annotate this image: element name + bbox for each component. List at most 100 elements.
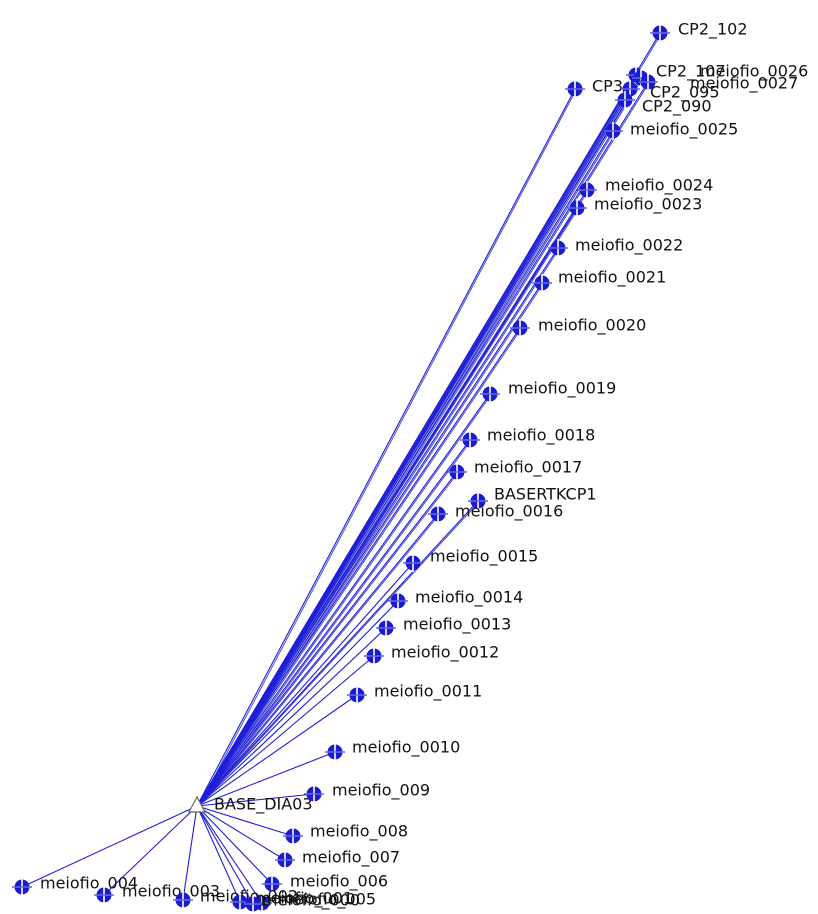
point-label-meiofio_006: meiofio_006 [290,872,388,892]
survey-point-meiofio_0025[interactable]: meiofio_0025 [603,120,738,141]
point-label-meiofio_000: meiofio_000 [262,891,360,911]
survey-point-meiofio_0027[interactable]: meiofio_0027 [638,73,798,94]
point-label-meiofio_0023: meiofio_0023 [594,195,702,215]
point-label-meiofio_0016: meiofio_0016 [455,502,563,522]
baseline-meiofio_008 [196,805,294,837]
survey-point-meiofio_0020[interactable]: meiofio_0020 [510,316,646,338]
point-label-meiofio_0024: meiofio_0024 [605,176,713,196]
point-label-meiofio_005: meiofio_005 [278,890,376,910]
survey-point-meiofio_007[interactable]: meiofio_007 [275,848,400,870]
survey-point-meiofio_0010[interactable]: meiofio_0010 [325,738,460,762]
baseline-meiofio_0023 [196,207,578,807]
point-label-meiofio_0017: meiofio_0017 [474,458,582,478]
point-label-cp2_107: CP2_107 [656,62,726,82]
survey-point-meiofio_006[interactable]: meiofio_006 [262,872,388,894]
baseline-meiofio_002 [182,805,198,901]
survey-point-meiofio_0021[interactable]: meiofio_0021 [532,268,666,293]
point-label-meiofio_0020: meiofio_0020 [538,316,646,336]
baseline-meiofio_0020-repeat [199,328,522,805]
baseline-meiofio_0020 [196,327,521,807]
baseline-meiofio_0017-repeat [199,472,459,805]
baseline-meiofio_0017 [196,471,458,807]
survey-point-meiofio_0014[interactable]: meiofio_0014 [388,588,523,611]
baseline-cp3 [196,88,576,807]
point-label-meiofio_0011: meiofio_0011 [374,682,482,702]
baseline-meiofio_0025 [196,130,614,807]
point-label-meiofio_0010: meiofio_0010 [352,738,460,758]
survey-point-meiofio_0024[interactable]: meiofio_0024 [577,176,713,200]
baseline-meiofio_005 [196,805,263,904]
baseline-lines [21,32,662,905]
point-label-meiofio_003: meiofio_003 [122,882,220,902]
baseline-meiofio_006 [196,805,273,885]
baseline-meiofio_0019-repeat [199,394,492,805]
baseline-meiofio_0012 [196,655,375,807]
baseline-meiofio_0018 [196,439,471,807]
survey-point-meiofio_009[interactable]: meiofio_009 [304,781,430,804]
survey-point-meiofio_008[interactable]: meiofio_008 [283,822,408,846]
baseline-meiofio_001 [196,805,241,903]
point-label-meiofio_008: meiofio_008 [310,822,408,842]
survey-point-meiofio_0013[interactable]: meiofio_0013 [376,615,511,638]
baseline-meiofio_0011 [196,694,358,807]
base-station-label: BASE_DIA03 [214,795,313,815]
baseline-cp3-repeat [199,89,577,805]
baseline-meiofio_0014 [196,600,399,807]
point-label-cp3: CP3 [592,77,623,96]
survey-point-basertkcp1[interactable]: BASERTKCP1 [468,485,597,511]
survey-point-meiofio_002[interactable]: meiofio_002 [173,887,298,910]
point-label-meiofio_002: meiofio_002 [200,887,298,907]
point-label-cp2_095: CP2_095 [650,83,720,103]
point-label-meiofio_0027: meiofio_0027 [690,74,798,94]
survey-point-meiofio_003[interactable]: meiofio_003 [94,882,220,905]
survey-point-meiofio_004[interactable]: meiofio_004 [12,874,138,897]
survey-point-meiofio_0012[interactable]: meiofio_0012 [364,643,499,666]
point-label-meiofio_0026: meiofio_0026 [700,62,808,82]
baseline-meiofio_0021 [196,282,543,807]
point-label-meiofio_0022: meiofio_0022 [575,236,683,256]
baseline-basertkcp1 [196,500,479,807]
point-label-meiofio_0021: meiofio_0021 [558,268,666,288]
point-label-meiofio_009: meiofio_009 [332,781,430,801]
point-label-meiofio_0019: meiofio_0019 [508,379,616,399]
baseline-cp2_090 [196,99,626,807]
survey-point-meiofio_0019[interactable]: meiofio_0019 [480,379,616,404]
point-label-basertkcp1: BASERTKCP1 [494,485,597,504]
baseline-meiofio_0016 [196,513,439,807]
baseline-meiofio_009 [196,793,315,807]
point-label-meiofio_001: meiofio_001 [255,889,353,909]
baseline-meiofio_0010 [196,751,336,807]
base-station-icon[interactable] [188,795,206,813]
survey-point-meiofio_0022[interactable]: meiofio_0022 [548,236,683,258]
survey-point-cp2_095[interactable]: CP2_095 [620,80,720,103]
point-label-cp2_090: CP2_090 [642,97,712,117]
point-label-meiofio_004: meiofio_004 [40,874,138,894]
survey-point-cp2_102[interactable]: CP2_102 [650,20,748,43]
point-label-meiofio_0012: meiofio_0012 [391,643,499,663]
baseline-basertkcp1-repeat [199,501,480,805]
survey-point-meiofio_0016[interactable]: meiofio_0016 [428,502,563,524]
point-label-meiofio_0014: meiofio_0014 [415,588,523,608]
baseline-meiofio_004 [21,805,198,888]
survey-point-meiofio_0023[interactable]: meiofio_0023 [567,195,702,218]
survey-points: CP2_102CP2_107meiofio_0026meiofio_0027CP… [12,20,808,914]
survey-point-cp3[interactable]: CP3 [565,77,623,99]
baseline-meiofio_007 [196,805,286,861]
baseline-meiofio_0016-repeat [199,514,440,805]
survey-point-meiofio_0018[interactable]: meiofio_0018 [460,426,595,450]
baseline-meiofio_0015 [196,562,414,807]
point-label-meiofio_0015: meiofio_0015 [430,547,538,567]
survey-point-cp2_090[interactable]: CP2_090 [615,91,712,117]
survey-point-meiofio_0017[interactable]: meiofio_0017 [447,458,582,482]
point-label-meiofio_0013: meiofio_0013 [403,615,511,635]
baseline-meiofio_0013 [196,627,387,807]
baseline-meiofio_0022 [196,247,559,807]
base-station[interactable]: BASE_DIA03 [188,795,313,815]
point-label-meiofio_0025: meiofio_0025 [630,120,738,140]
survey-point-meiofio_0011[interactable]: meiofio_0011 [347,682,482,705]
baseline-meiofio_003 [103,805,198,896]
survey-point-meiofio_0015[interactable]: meiofio_0015 [403,547,538,573]
survey-point-meiofio_000[interactable]: meiofio_000 [243,891,360,914]
